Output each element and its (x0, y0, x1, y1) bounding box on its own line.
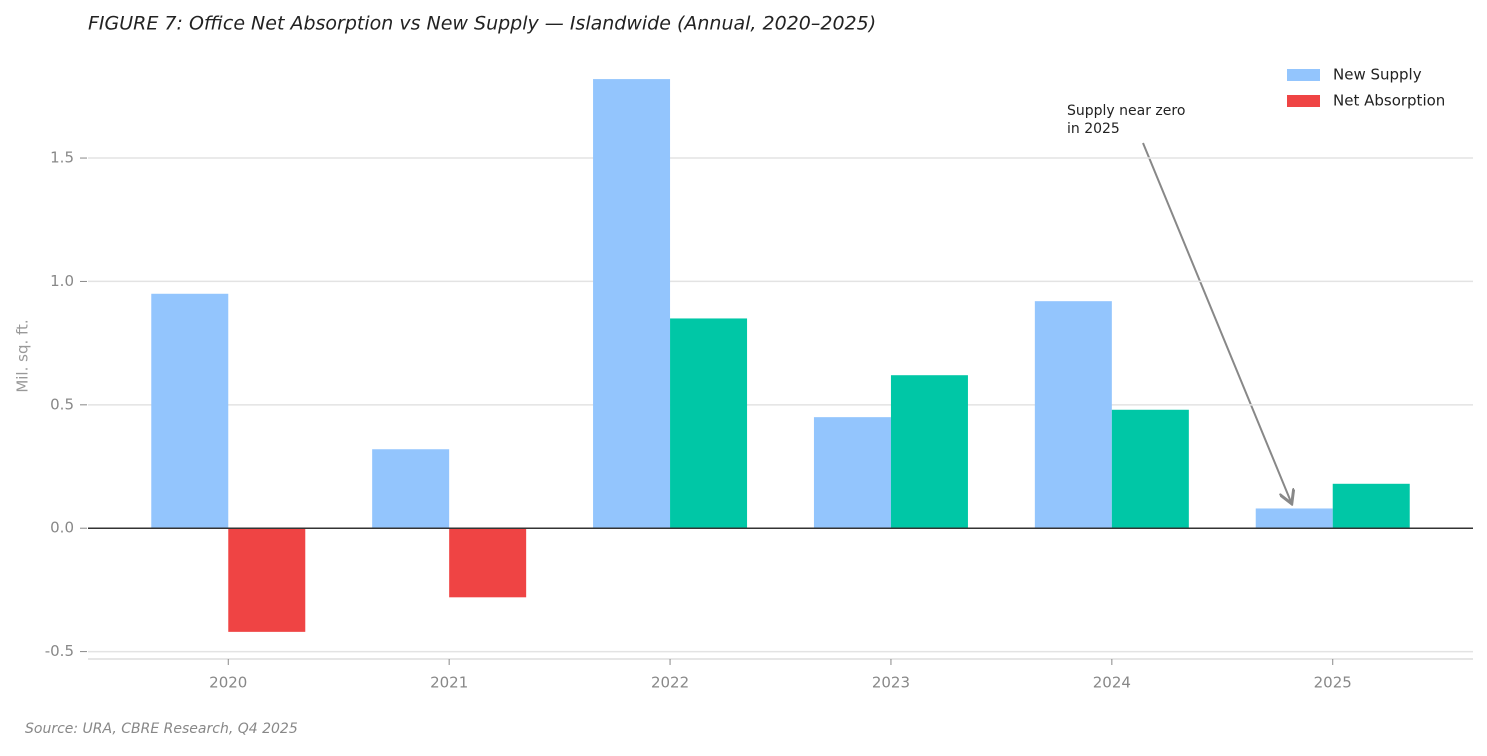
bar (1034, 301, 1112, 529)
bar (890, 375, 968, 529)
bar (670, 318, 748, 529)
bar (151, 293, 229, 529)
x-tick-label: 2024 (1093, 674, 1131, 692)
annotation-arrow (1142, 142, 1291, 502)
y-tick-label: 1.5 (50, 149, 74, 167)
bar (1332, 483, 1410, 529)
y-tick-label: -0.5 (45, 642, 74, 660)
legend-label: Net Absorption (1333, 92, 1445, 110)
bar (228, 528, 306, 632)
bar (1255, 508, 1333, 529)
annotation: in 2025 (1067, 121, 1120, 137)
y-tick-label: 0.5 (50, 395, 74, 413)
annotation: Supply near zero (1067, 103, 1185, 119)
x-tick-label: 2022 (651, 674, 689, 692)
y-axis-label: Mil. sq. ft. (14, 319, 32, 392)
legend-swatch (1287, 95, 1320, 107)
bar (1111, 409, 1189, 529)
bar (449, 528, 527, 598)
x-tick-label: 2023 (872, 674, 910, 692)
x-tick-label: 2020 (209, 674, 247, 692)
y-tick-label: 1.0 (50, 272, 74, 290)
x-tick-label: 2021 (430, 674, 468, 692)
y-tick-label: 0.0 (50, 519, 74, 537)
bar (593, 79, 671, 529)
legend-swatch (1287, 69, 1320, 81)
x-tick-label: 2025 (1314, 674, 1352, 692)
source-note: Source: URA, CBRE Research, Q4 2025 (25, 721, 298, 737)
chart-title: FIGURE 7: Office Net Absorption vs New S… (88, 13, 876, 35)
bar (813, 417, 891, 529)
bar (372, 449, 450, 529)
legend-label: New Supply (1333, 66, 1422, 84)
